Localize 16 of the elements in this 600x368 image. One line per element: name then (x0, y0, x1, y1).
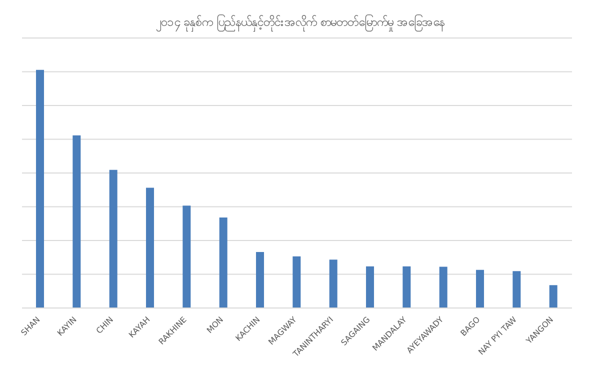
bar (402, 266, 411, 308)
bar (292, 256, 301, 308)
bar (182, 206, 191, 308)
bar (256, 252, 264, 308)
bar (36, 70, 44, 308)
bar (109, 170, 118, 308)
bar (476, 270, 484, 308)
bar (146, 188, 154, 308)
bar (549, 285, 558, 308)
bar (72, 135, 81, 308)
bar (329, 260, 338, 308)
bar (512, 271, 521, 308)
bar (439, 266, 448, 308)
bar (219, 218, 228, 308)
bar (366, 266, 374, 308)
chart-title: ၂၀၁၄ ခုနှစ်က ပြည်နယ်နှင့်တိုင်းအလိုက် စာမတတ်မြောက်မှု အခြေအနေ (154, 14, 446, 34)
